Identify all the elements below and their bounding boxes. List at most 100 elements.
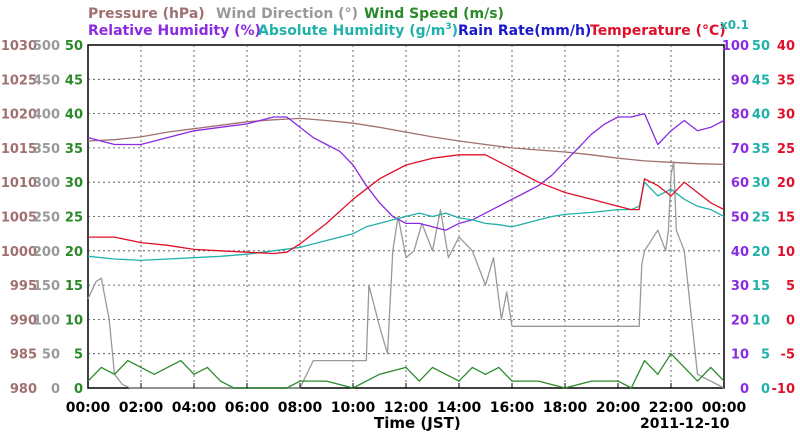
y-tick-temperature: 25 [777, 142, 795, 157]
header-absolute-humidity-label: Absolute Humidity (g/m3) [258, 22, 458, 39]
y-tick-pressure: 1020 [1, 108, 37, 123]
y-tick-wind-speed: 25 [65, 211, 83, 226]
y-tick-wind-speed: 0 [74, 382, 83, 397]
y-tick-relative-humidity: 20 [731, 313, 749, 328]
y-tick-pressure: 985 [10, 348, 37, 363]
y-tick-pressure: 1010 [1, 176, 37, 191]
x-tick-label: 10:00 [331, 400, 376, 416]
y-tick-wind-direction: 0 [51, 382, 60, 397]
x-tick-label: 12:00 [384, 400, 429, 416]
series-lines [87, 112, 725, 389]
y-tick-absolute-humidity: 50 [752, 39, 770, 54]
date-label: 2011-12-10 [640, 416, 730, 432]
header-pressure-label: Pressure (hPa) [88, 6, 205, 22]
axis-tick-labels: 1030102510201015101010051000995990985980… [1, 39, 795, 397]
x-tick-label: 08:00 [278, 400, 323, 416]
header-x01-label: x0.1 [720, 18, 749, 32]
header-rain-rate-label: Rain Rate(mm/h) [458, 23, 591, 39]
x-tick-label: 16:00 [490, 400, 535, 416]
x-tick-label: 02:00 [119, 400, 164, 416]
x-tick-label: 14:00 [437, 400, 482, 416]
header-relative-humidity-label: Relative Humidity (%) [88, 23, 261, 39]
y-tick-temperature: 40 [777, 39, 795, 54]
y-tick-temperature: 35 [777, 73, 795, 88]
y-tick-absolute-humidity: 20 [752, 245, 770, 260]
y-tick-wind-direction: 50 [42, 348, 60, 363]
y-tick-temperature: -5 [781, 348, 795, 363]
x-tick-label: 06:00 [225, 400, 270, 416]
x-tick-labels: 00:00 02:00 04:00 06:00 08:00 10:00 12:00 14:00… [66, 383, 747, 416]
y-tick-temperature: 30 [777, 108, 795, 123]
y-tick-wind-direction: 450 [33, 73, 60, 88]
y-tick-pressure: 1005 [1, 211, 37, 226]
y-tick-temperature: 20 [777, 176, 795, 191]
header-wind-speed-label: Wind Speed (m/s) [364, 6, 504, 22]
series-wind-speed [87, 353, 725, 389]
y-tick-absolute-humidity: 40 [752, 108, 770, 123]
x-axis-label: Time (JST) [374, 414, 461, 432]
y-tick-relative-humidity: 10 [731, 348, 749, 363]
y-tick-absolute-humidity: 10 [752, 313, 770, 328]
y-tick-wind-speed: 30 [65, 176, 83, 191]
y-tick-wind-direction: 100 [33, 313, 60, 328]
y-tick-temperature: 0 [786, 313, 795, 328]
header-temperature-label: Temperature (°C) [590, 23, 726, 39]
grid-lines [88, 45, 724, 388]
y-tick-absolute-humidity: 35 [752, 142, 770, 157]
x-tick-label: 22:00 [649, 400, 694, 416]
x-tick-label: 00:00 [66, 400, 111, 416]
y-tick-absolute-humidity: 45 [752, 73, 770, 88]
y-tick-wind-speed: 10 [65, 313, 83, 328]
y-tick-pressure: 1030 [1, 39, 37, 54]
y-tick-wind-direction: 400 [33, 108, 60, 123]
y-tick-relative-humidity: 70 [731, 142, 749, 157]
y-tick-wind-speed: 5 [74, 348, 83, 363]
y-tick-relative-humidity: 0 [740, 382, 749, 397]
y-tick-wind-speed: 50 [65, 39, 83, 54]
series-temperature [88, 154, 725, 255]
y-tick-temperature: 10 [777, 245, 795, 260]
header-wind-direction-label: Wind Direction (°) [216, 6, 358, 22]
x-tick-label: 00:00 [702, 400, 747, 416]
y-tick-wind-speed: 20 [65, 245, 83, 260]
y-tick-relative-humidity: 50 [731, 211, 749, 226]
x-tick-label: 20:00 [596, 400, 641, 416]
y-tick-relative-humidity: 30 [731, 279, 749, 294]
absolute-humidity-label-main: Absolute Humidity (g/m [258, 23, 445, 39]
y-tick-temperature: 5 [786, 279, 795, 294]
y-tick-pressure: 980 [10, 382, 37, 397]
y-tick-wind-speed: 45 [65, 73, 83, 88]
y-tick-relative-humidity: 40 [731, 245, 749, 260]
y-tick-pressure: 1015 [1, 142, 37, 157]
y-tick-temperature: -10 [772, 382, 796, 397]
y-tick-wind-direction: 200 [33, 245, 60, 260]
y-tick-temperature: 15 [777, 211, 795, 226]
y-tick-relative-humidity: 80 [731, 108, 749, 123]
absolute-humidity-label-tail: ) [452, 23, 458, 39]
y-tick-pressure: 1000 [1, 245, 37, 260]
series-relative-humidity [87, 112, 725, 231]
y-tick-absolute-humidity: 0 [761, 382, 770, 397]
y-tick-absolute-humidity: 30 [752, 176, 770, 191]
series-wind-direction [87, 160, 725, 389]
y-tick-absolute-humidity: 5 [761, 348, 770, 363]
y-tick-absolute-humidity: 25 [752, 211, 770, 226]
y-tick-relative-humidity: 60 [731, 176, 749, 191]
y-tick-wind-direction: 500 [33, 39, 60, 54]
y-tick-pressure: 1025 [1, 73, 37, 88]
y-tick-wind-speed: 35 [65, 142, 83, 157]
y-tick-wind-speed: 40 [65, 108, 83, 123]
y-tick-wind-direction: 300 [33, 176, 60, 191]
y-tick-relative-humidity: 90 [731, 73, 749, 88]
series-pressure [87, 117, 725, 166]
y-tick-pressure: 995 [10, 279, 37, 294]
x-tick-label: 18:00 [543, 400, 588, 416]
x-tick-label: 04:00 [172, 400, 217, 416]
y-tick-relative-humidity: 100 [722, 39, 749, 54]
y-tick-wind-speed: 15 [65, 279, 83, 294]
y-tick-wind-direction: 250 [33, 211, 60, 226]
header-labels: Pressure (hPa) Wind Direction (°) Wind S… [88, 6, 749, 39]
y-tick-pressure: 990 [10, 313, 37, 328]
